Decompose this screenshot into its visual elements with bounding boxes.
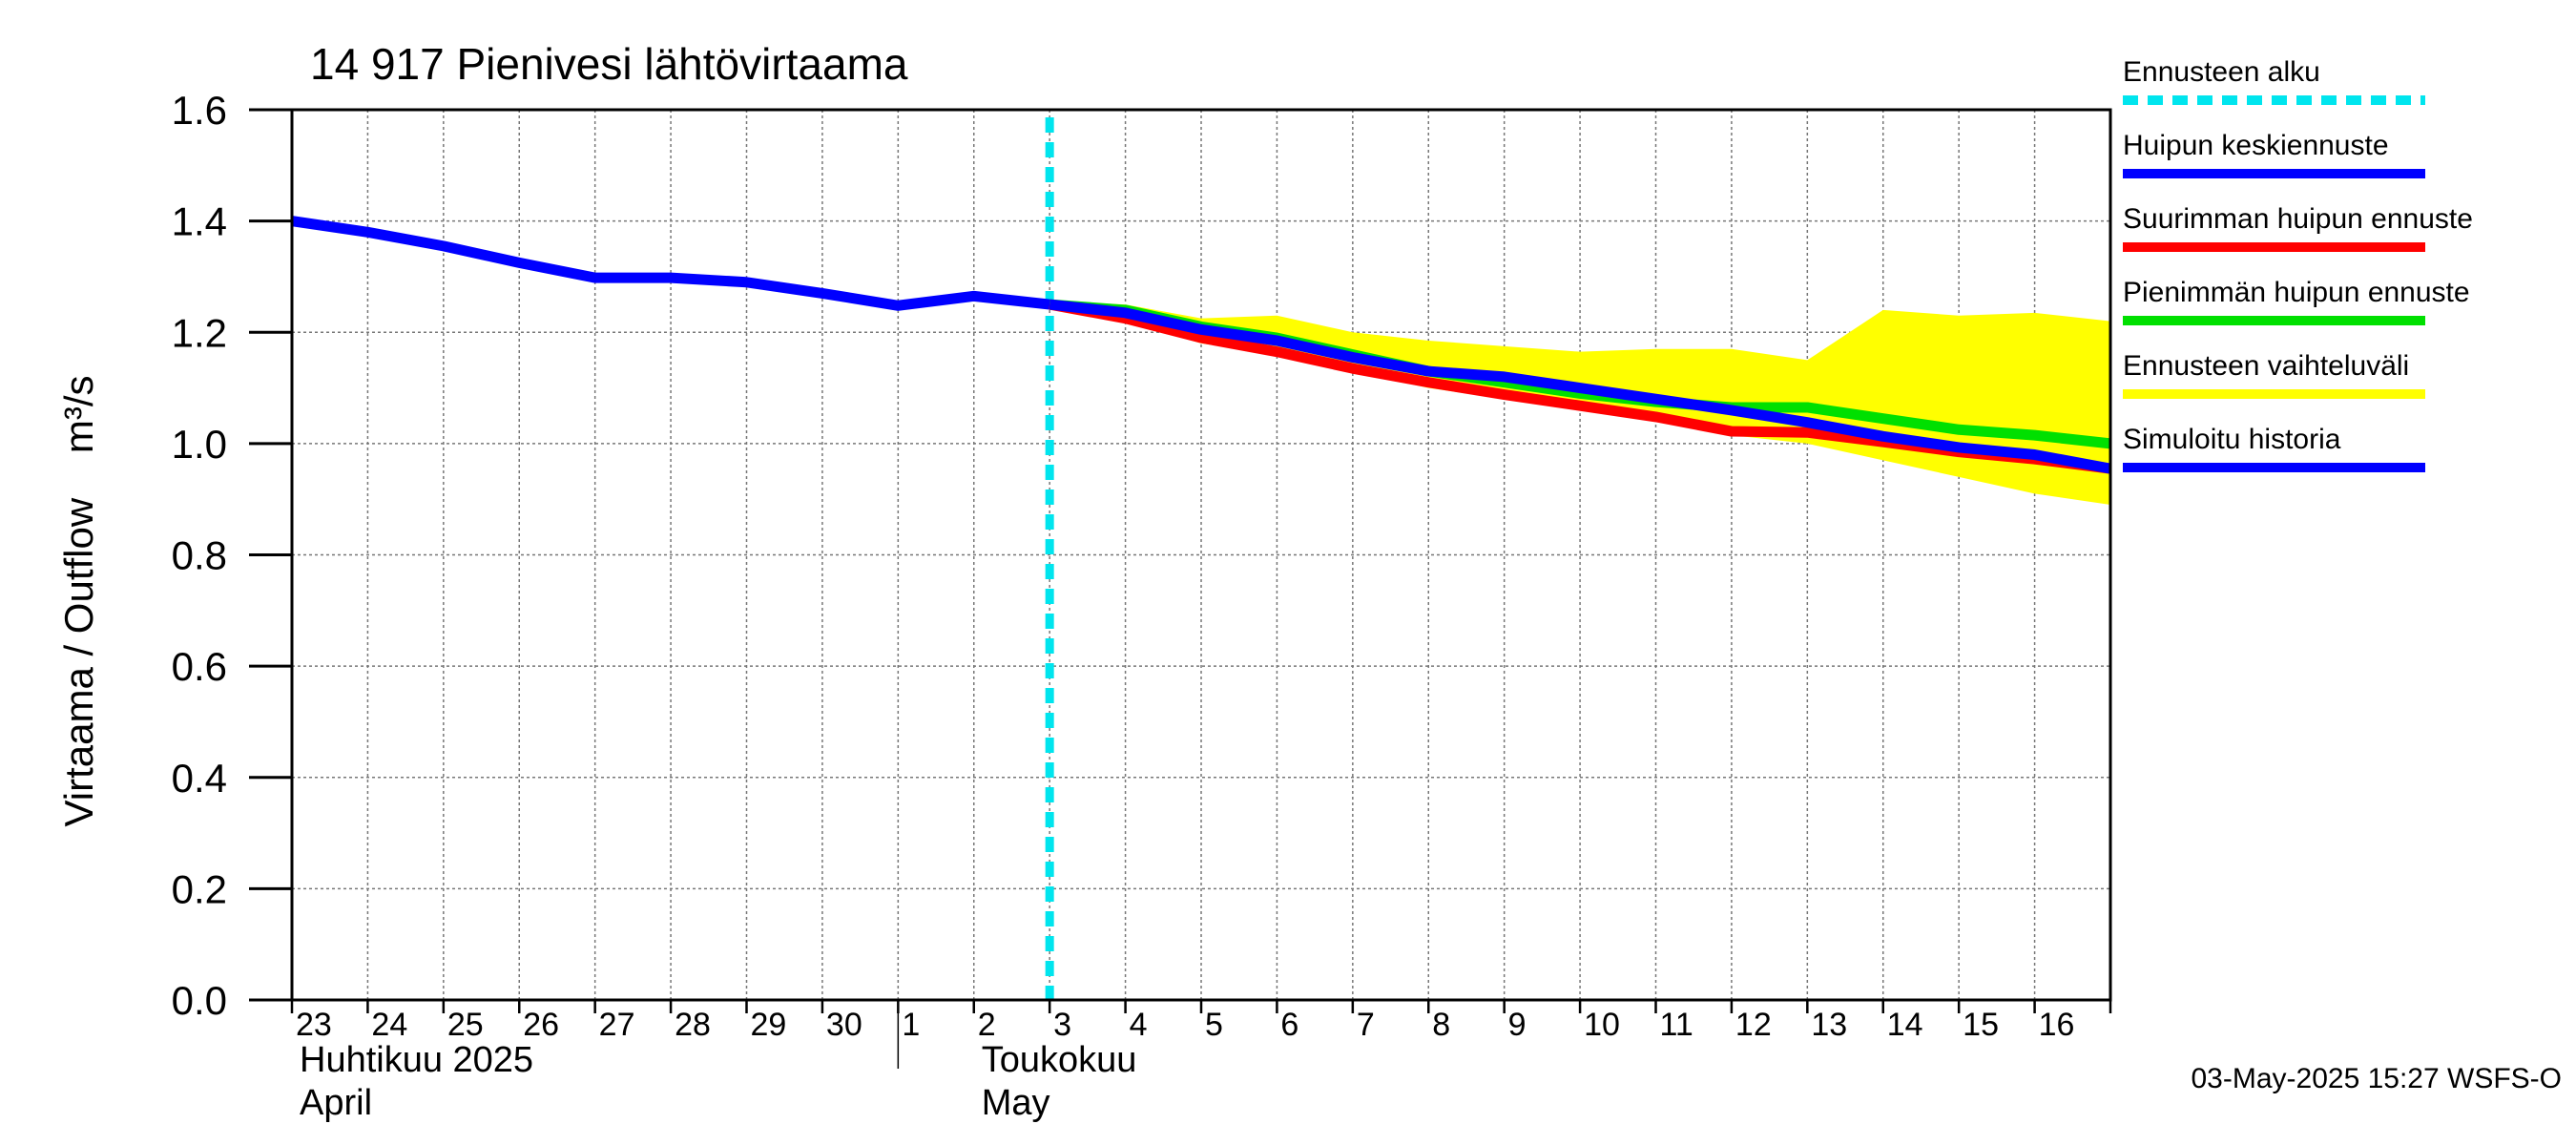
chart-title: 14 917 Pienivesi lähtövirtaama xyxy=(310,39,908,89)
month-label-en: May xyxy=(982,1083,1050,1123)
x-tick-label: 1 xyxy=(902,1007,920,1043)
y-axis-ticks: 0.0 0.2 0.4 0.6 0.8 1.0 1.2 1.4 1.6 xyxy=(172,88,292,1023)
x-tick-label: 3 xyxy=(1053,1007,1071,1043)
legend-label: Ennusteen alku xyxy=(2123,56,2320,88)
legend-label: Simuloitu historia xyxy=(2123,424,2341,455)
legend-label: Huipun keskiennuste xyxy=(2123,130,2389,161)
x-tick-label: 12 xyxy=(1735,1007,1772,1043)
legend-label: Ennusteen vaihteluväli xyxy=(2123,350,2409,382)
timestamp-footer: 03-May-2025 15:27 WSFS-O xyxy=(2192,1063,2563,1094)
series-line-simuloitu-historia xyxy=(291,216,1050,311)
y-tick-label: 0.0 xyxy=(172,978,227,1023)
legend-label: Suurimman huipun ennuste xyxy=(2123,203,2473,235)
series-lines-layer xyxy=(291,216,2111,474)
x-tick-label: 6 xyxy=(1280,1007,1298,1043)
y-tick-label: 1.2 xyxy=(172,310,227,355)
x-tick-label: 10 xyxy=(1584,1007,1620,1043)
x-tick-label: 13 xyxy=(1811,1007,1847,1043)
x-tick-label: 26 xyxy=(523,1007,559,1043)
y-tick-label: 1.4 xyxy=(172,199,227,244)
x-tick-label: 2 xyxy=(978,1007,996,1043)
x-tick-label: 9 xyxy=(1508,1007,1527,1043)
series-line-huipun-keskiennuste xyxy=(1049,299,2111,474)
month-label-en: April xyxy=(300,1083,372,1123)
x-tick-label: 15 xyxy=(1963,1007,1999,1043)
x-axis-ticks: 23 24 25 26 27 28 29 30 1 2 3 4 5 6 7 8 9 10 11 12 13 14 15 16 xyxy=(290,1000,2112,1043)
x-tick-label: 7 xyxy=(1357,1007,1375,1043)
x-tick-label: 11 xyxy=(1660,1007,1693,1043)
x-tick-label: 23 xyxy=(296,1007,332,1043)
y-axis-label: Virtaama / Outflow m³/s xyxy=(56,375,101,826)
x-tick-label: 8 xyxy=(1432,1007,1450,1043)
month-label-fi: Toukokuu xyxy=(982,1040,1137,1080)
x-tick-label: 4 xyxy=(1130,1007,1148,1043)
x-tick-label: 27 xyxy=(599,1007,635,1043)
y-tick-label: 1.6 xyxy=(172,88,227,133)
x-tick-label: 14 xyxy=(1887,1007,1923,1043)
x-tick-label: 16 xyxy=(2039,1007,2075,1043)
x-tick-label: 29 xyxy=(751,1007,787,1043)
legend: Ennusteen alku Huipun keskiennuste Suurimm… xyxy=(2123,56,2473,472)
y-tick-label: 0.4 xyxy=(172,756,227,801)
x-tick-label: 24 xyxy=(371,1007,407,1043)
x-tick-label: 25 xyxy=(447,1007,484,1043)
legend-label: Pienimmän huipun ennuste xyxy=(2123,277,2470,308)
y-tick-label: 0.2 xyxy=(172,866,227,911)
y-tick-label: 0.6 xyxy=(172,644,227,689)
x-tick-label: 5 xyxy=(1205,1007,1223,1043)
x-tick-label: 28 xyxy=(675,1007,711,1043)
x-tick-label: 30 xyxy=(826,1007,862,1043)
y-tick-label: 0.8 xyxy=(172,533,227,578)
y-tick-label: 1.0 xyxy=(172,422,227,467)
month-label-fi: Huhtikuu 2025 xyxy=(300,1040,533,1080)
